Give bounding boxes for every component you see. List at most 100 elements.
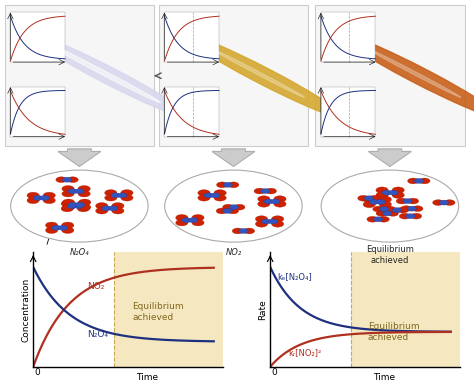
Circle shape <box>274 196 286 202</box>
Circle shape <box>364 196 374 201</box>
Circle shape <box>439 200 448 205</box>
Circle shape <box>444 200 455 206</box>
Circle shape <box>376 187 388 193</box>
Circle shape <box>376 210 387 216</box>
Circle shape <box>63 204 75 210</box>
Circle shape <box>271 199 280 204</box>
Text: Time: Time <box>136 374 158 382</box>
Circle shape <box>258 196 270 202</box>
Text: NO₂: NO₂ <box>87 282 105 291</box>
Circle shape <box>265 188 276 194</box>
Circle shape <box>67 177 78 183</box>
Circle shape <box>176 214 188 221</box>
Circle shape <box>389 190 398 195</box>
Circle shape <box>182 218 191 223</box>
Circle shape <box>176 219 188 226</box>
Circle shape <box>258 201 270 207</box>
Circle shape <box>407 206 417 211</box>
Circle shape <box>379 207 389 212</box>
Circle shape <box>274 201 286 207</box>
Ellipse shape <box>210 48 304 97</box>
Circle shape <box>217 182 228 188</box>
Circle shape <box>358 195 369 201</box>
Circle shape <box>43 192 55 199</box>
Circle shape <box>261 189 270 194</box>
Circle shape <box>254 188 265 194</box>
Circle shape <box>239 228 248 233</box>
Circle shape <box>367 216 378 222</box>
FancyArrow shape <box>368 149 411 166</box>
Circle shape <box>77 201 90 207</box>
Circle shape <box>255 221 268 227</box>
Circle shape <box>255 216 268 222</box>
Circle shape <box>118 193 127 198</box>
Circle shape <box>11 170 148 242</box>
Circle shape <box>214 195 226 201</box>
Circle shape <box>244 228 255 234</box>
Circle shape <box>61 206 73 212</box>
Circle shape <box>321 170 459 242</box>
Circle shape <box>374 217 383 222</box>
Circle shape <box>79 199 91 206</box>
Ellipse shape <box>338 33 474 118</box>
Circle shape <box>216 208 227 214</box>
Circle shape <box>379 201 392 208</box>
Bar <box>10 12 65 62</box>
Text: kₑ[N₂O₄]: kₑ[N₂O₄] <box>277 272 312 281</box>
Circle shape <box>77 206 90 212</box>
Y-axis label: Rate: Rate <box>258 299 267 320</box>
Circle shape <box>222 204 234 210</box>
Bar <box>159 5 308 146</box>
Circle shape <box>111 193 120 198</box>
FancyArrow shape <box>58 149 100 166</box>
Circle shape <box>27 192 39 199</box>
Circle shape <box>229 205 238 210</box>
Circle shape <box>96 207 108 214</box>
Circle shape <box>165 170 302 242</box>
Circle shape <box>433 200 444 206</box>
Circle shape <box>79 204 91 210</box>
FancyArrow shape <box>212 149 255 166</box>
Bar <box>10 87 65 136</box>
Circle shape <box>369 195 380 201</box>
Circle shape <box>228 182 239 188</box>
Circle shape <box>376 192 388 198</box>
Circle shape <box>401 206 411 212</box>
Circle shape <box>399 213 410 219</box>
Circle shape <box>406 214 415 219</box>
Circle shape <box>396 198 407 204</box>
Circle shape <box>383 211 392 216</box>
Circle shape <box>262 219 271 224</box>
Circle shape <box>392 187 404 193</box>
Circle shape <box>192 219 204 226</box>
Circle shape <box>264 199 273 204</box>
Circle shape <box>62 227 74 233</box>
Circle shape <box>46 227 58 233</box>
Circle shape <box>27 197 39 204</box>
Text: Equilibrium
achieved: Equilibrium achieved <box>133 302 184 322</box>
Circle shape <box>112 207 124 214</box>
Circle shape <box>198 190 210 196</box>
Circle shape <box>74 204 83 209</box>
Circle shape <box>75 189 84 194</box>
Circle shape <box>272 221 284 227</box>
Circle shape <box>419 178 430 184</box>
Circle shape <box>363 201 375 208</box>
Circle shape <box>192 214 204 221</box>
Circle shape <box>386 207 397 213</box>
Circle shape <box>232 228 243 234</box>
Circle shape <box>412 206 423 212</box>
Circle shape <box>397 207 408 213</box>
Circle shape <box>46 222 58 228</box>
Text: 0: 0 <box>271 368 277 377</box>
Circle shape <box>387 210 399 216</box>
Circle shape <box>121 189 133 196</box>
Bar <box>164 87 219 136</box>
Circle shape <box>75 202 85 207</box>
Circle shape <box>379 196 392 203</box>
Circle shape <box>96 202 108 209</box>
Circle shape <box>378 216 389 222</box>
Circle shape <box>112 202 124 209</box>
Circle shape <box>78 186 91 192</box>
Text: N₂O₄: N₂O₄ <box>87 330 109 339</box>
